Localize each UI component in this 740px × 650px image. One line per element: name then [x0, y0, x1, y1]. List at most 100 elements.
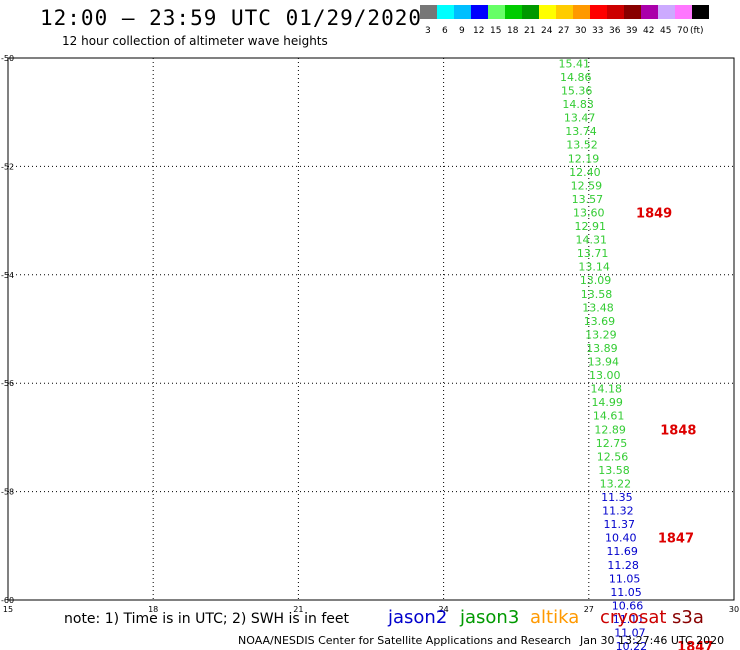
wave-height-label: 10.22 [616, 640, 648, 650]
scale-swatch [522, 5, 539, 19]
scale-swatch [658, 5, 675, 19]
footer-timestamp: Jan 30 13:27:46 UTC 2020 [580, 634, 725, 647]
scale-swatch [641, 5, 658, 19]
wave-height-label: 13.48 [582, 301, 614, 314]
pass-time-label: 1847 [677, 640, 713, 650]
scale-label: 24 [541, 26, 553, 36]
scale-label: 36 [609, 26, 621, 36]
wave-height-label: 13.94 [588, 356, 620, 369]
wave-height-label: 11.11 [613, 613, 645, 626]
wave-height-label: 11.37 [604, 518, 636, 531]
wave-height-label: 10.66 [612, 599, 644, 612]
satellite-cryosat: cryosat [600, 607, 667, 628]
wave-height-label: 10.40 [605, 532, 637, 545]
wave-height-label: 11.07 [614, 627, 646, 640]
wave-height-label: 13.89 [586, 342, 618, 355]
wave-height-label: 14.18 [590, 383, 622, 396]
wave-height-label: 12.19 [568, 152, 600, 165]
satellite-jason3: jason3 [460, 607, 520, 628]
y-tick-label: -54 [1, 271, 14, 280]
wave-height-label: 13.22 [600, 477, 632, 490]
chart-subtitle: 12 hour collection of altimeter wave hei… [62, 34, 328, 48]
wave-height-label: 11.32 [602, 505, 634, 518]
wave-height-label: 14.86 [560, 71, 592, 84]
plot-frame [7, 57, 735, 601]
wave-height-label: 12.59 [571, 179, 603, 192]
x-tick-label: 24 [439, 605, 449, 614]
wave-height-label: 13.57 [572, 193, 604, 206]
wave-height-label: 14.31 [575, 234, 607, 247]
pass-time-label: 1847 [658, 532, 694, 547]
wave-height-label: 13.14 [578, 261, 610, 274]
scale-swatch [590, 5, 607, 19]
scale-swatch [488, 5, 505, 19]
satellite-jason2: jason2 [388, 607, 448, 628]
scale-label: (ft) [690, 26, 704, 36]
y-tick-label: -58 [1, 488, 14, 497]
scale-label: 21 [524, 26, 536, 36]
scale-label: 15 [490, 26, 502, 36]
wave-height-label: 13.60 [573, 206, 605, 219]
scale-swatch [675, 5, 692, 19]
wave-height-label: 12.56 [597, 450, 629, 463]
scale-label: 6 [442, 26, 448, 36]
wave-height-label: 12.40 [569, 166, 601, 179]
y-tick-label: -60 [1, 596, 14, 605]
wave-height-label: 13.74 [565, 125, 597, 138]
scale-label: 42 [643, 26, 655, 36]
wave-height-label: 11.05 [610, 586, 642, 599]
wave-height-label: 14.99 [591, 396, 623, 409]
wave-height-label: 15.41 [559, 57, 591, 70]
x-tick-label: 27 [584, 605, 594, 614]
scale-swatch [607, 5, 624, 19]
wave-height-label: 11.69 [606, 545, 638, 558]
scale-swatch [573, 5, 590, 19]
scale-label: 45 [660, 26, 672, 36]
scale-swatch [454, 5, 471, 19]
scale-swatch [692, 5, 709, 19]
wave-height-label: 11.05 [609, 572, 641, 585]
scale-label: 18 [507, 26, 519, 36]
scale-label: 30 [575, 26, 587, 36]
scale-swatch [437, 5, 454, 19]
wave-height-label: 14.61 [593, 410, 625, 423]
scale-label: 12 [473, 26, 485, 36]
x-tick-label: 21 [293, 605, 303, 614]
x-tick-label: 18 [148, 605, 158, 614]
chart-title: 12:00 – 23:59 UTC 01/29/2020 [40, 6, 423, 30]
y-tick-label: -52 [1, 162, 14, 171]
wave-height-label: 13.52 [566, 139, 598, 152]
scale-swatch [624, 5, 641, 19]
wave-height-label: 11.28 [607, 559, 639, 572]
wave-height-label: 14.83 [562, 98, 594, 111]
scale-swatch [420, 5, 437, 19]
wave-height-label: 13.58 [581, 288, 613, 301]
scale-swatch [556, 5, 573, 19]
wave-height-label: 13.09 [580, 274, 612, 287]
scale-swatch [471, 5, 488, 19]
wave-height-label: 13.29 [585, 328, 617, 341]
scale-label: 9 [459, 26, 465, 36]
pass-time-label: 1848 [660, 423, 696, 438]
y-tick-label: -50 [1, 54, 14, 63]
satellite-s3a: s3a [672, 607, 704, 628]
y-tick-label: -56 [1, 379, 14, 388]
footer-note: note: 1) Time is in UTC; 2) SWH is in fe… [64, 611, 350, 627]
wave-height-label: 12.75 [596, 437, 628, 450]
color-scale-legend: 3 6 9 12 15 18 21 24 27 30 33 36 39 42 45 70 (ft) [420, 5, 709, 36]
wave-height-label: 13.00 [589, 369, 621, 382]
scale-label: 70 [677, 26, 689, 36]
x-tick-label: 30 [729, 605, 739, 614]
wave-height-label: 13.58 [598, 464, 630, 477]
x-tick-label: 15 [3, 605, 13, 614]
scale-label: 33 [592, 26, 604, 36]
wave-height-label: 12.91 [575, 220, 607, 233]
scale-swatch [539, 5, 556, 19]
wave-height-label: 13.69 [584, 315, 616, 328]
wave-height-label: 13.71 [577, 247, 609, 260]
scale-label: 39 [626, 26, 638, 36]
footer-credit: NOAA/NESDIS Center for Satellite Applica… [238, 634, 572, 647]
scale-label: 3 [425, 26, 431, 36]
wave-height-label: 13.47 [564, 112, 596, 125]
